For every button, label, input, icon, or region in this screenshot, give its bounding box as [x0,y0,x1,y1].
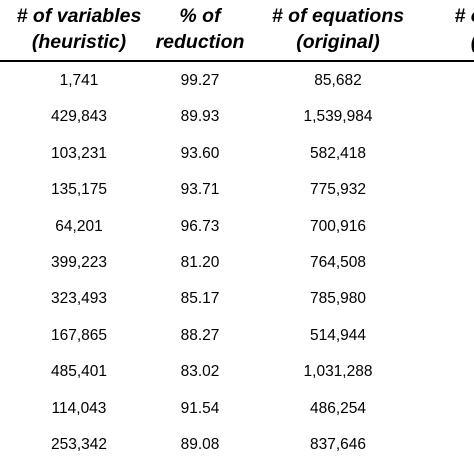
table-cell: 167,865 [50,326,108,344]
table-cell: 114,043 [51,399,107,417]
table-cell: 399,223 [50,254,108,271]
table-cell: 81.20 [180,254,220,271]
header-line: # of variables [16,5,142,27]
table-cell: 96.73 [180,217,220,235]
table-row: 399,223 81.20 764,508 [0,245,474,281]
table-cell: 135,175 [50,181,108,199]
table-row: 1,741 99.27 85,682 [0,63,474,99]
header-reduction: % of reduction [145,3,255,55]
table-cell: 1,031,288 [303,363,373,381]
table-cell: 764,508 [309,254,367,271]
table-row: 64,201 96.73 700,916 [0,209,474,245]
table-cell: 64,201 [55,217,103,235]
table-row: 103,231 93.60 582,418 [0,136,474,172]
table-cell: 1,539,984 [303,108,373,126]
table-cell: 103,231 [50,144,108,162]
header-equations-heuristic: # of e (h [420,3,474,55]
table-row: 135,175 93.71 775,932 [0,172,474,208]
table-row: 253,342 89.08 837,646 [0,427,474,463]
table-cell: 785,980 [309,290,367,308]
table-cell: 93.60 [180,144,220,162]
table-header: # of variables (heuristic) % of reductio… [0,3,474,59]
table-cell: 93.71 [180,181,220,199]
table-row: 485,401 83.02 1,031,288 [0,354,474,390]
header-line: # of equations [271,5,405,27]
table-cell: 775,932 [309,181,367,199]
table-cell: 89.08 [180,436,220,453]
table-row: 167,865 88.27 514,944 [0,318,474,354]
header-rule [0,60,474,62]
table-cell: 700,916 [309,217,367,235]
table-row: 323,493 85.17 785,980 [0,281,474,317]
table-cell: 486,254 [309,399,367,417]
table-cell: 253,342 [50,436,108,453]
table-cell: 323,493 [50,290,108,308]
header-line: # of e [454,5,474,27]
table-cell: 837,646 [309,436,367,453]
table-cell: 89.93 [180,108,220,126]
table-row: 114,043 91.54 486,254 [0,391,474,427]
header-variables-heuristic: # of variables (heuristic) [0,3,160,55]
header-line: (h [420,29,474,55]
table-cell: 485,401 [50,363,108,381]
table-cell: 83.02 [180,363,220,381]
header-line: (heuristic) [31,31,127,53]
table-cell: 85,682 [314,72,362,89]
header-line: reduction [155,31,245,53]
table-cell: 1,741 [59,72,99,89]
header-line: % of [179,5,221,27]
header-equations-original: # of equations (original) [258,3,418,55]
table-row: 429,843 89.93 1,539,984 [0,99,474,135]
table-cell: 85.17 [180,290,220,308]
table-cell: 429,843 [50,108,108,126]
table-cell: 99.27 [180,72,220,89]
table-cell: 91.54 [180,399,220,417]
table-cell: 88.27 [180,326,220,344]
table-cell: 582,418 [309,144,367,162]
table-cell: 514,944 [309,326,367,344]
header-line: (original) [296,31,380,53]
